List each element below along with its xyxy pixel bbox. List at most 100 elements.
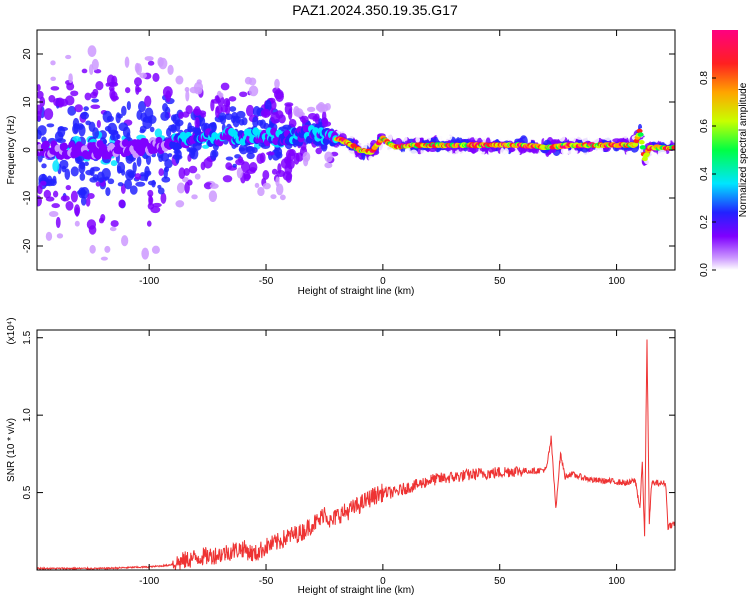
spectrogram-y-tick-label: -20 [22, 238, 33, 253]
spectrogram-ridge-cell [637, 132, 644, 137]
spectrogram-cell [96, 119, 101, 129]
spectrogram-cell [276, 169, 286, 178]
spectrogram-ridge-cell [638, 140, 645, 145]
spectrogram-cell [61, 165, 67, 173]
spectrogram-cell [178, 111, 184, 120]
spectrogram-cell [68, 73, 73, 84]
spectrogram-cell [262, 170, 270, 180]
spectrogram-cell [210, 99, 215, 112]
spectrogram-cell [368, 155, 374, 161]
spectrogram-cell [60, 195, 70, 202]
spectrogram-cell [238, 143, 249, 155]
spectrogram-cell [65, 184, 72, 191]
spectrogram-heatmap [37, 40, 675, 261]
spectrogram-cell [87, 193, 95, 199]
colorbar-ticks: 0.0 0.2 0.4 0.6 0.8 [699, 71, 716, 277]
spectrogram-cell [121, 235, 129, 247]
spectrogram-cell [43, 189, 52, 199]
spectrogram-cell [48, 95, 56, 103]
spectrogram-cell [341, 149, 350, 156]
spectrogram-cell [222, 175, 233, 183]
spectrogram-cell [167, 64, 174, 76]
spectrogram-cell [275, 176, 280, 187]
spectrogram-cell [91, 58, 99, 71]
spectrogram-cell [126, 100, 131, 111]
spectrogram-cell [40, 180, 47, 186]
spectrogram-cell [145, 153, 152, 166]
spectrogram-cell [125, 87, 131, 94]
spectrogram-cell [511, 154, 518, 160]
colorbar-tick-label: 0.0 [699, 263, 710, 277]
spectrogram-cell [87, 45, 97, 58]
spectrogram-cell [248, 85, 259, 97]
spectrogram-cell [135, 84, 140, 95]
spectrogram-ridge-cell [60, 142, 68, 151]
spectrogram-cell [321, 117, 328, 125]
spectrogram-cell [228, 96, 237, 102]
spectrogram-cell [282, 124, 292, 130]
spectrogram-cell [453, 153, 463, 158]
spectrogram-cell [128, 172, 135, 179]
spectrogram-ridge-cell [138, 146, 146, 155]
spectrogram-cell [79, 161, 86, 170]
spectrogram-cell [110, 220, 119, 227]
spectrogram-ridge-cell [632, 142, 639, 147]
spectrogram-ridge-cell [121, 139, 129, 148]
spectrogram-cell [50, 60, 56, 66]
spectrogram-cell [229, 106, 237, 112]
spectrogram-cell [136, 40, 143, 47]
spectrogram-cell [220, 82, 230, 91]
spectrogram-cell [317, 102, 326, 113]
spectrogram-cell [415, 136, 421, 143]
spectrogram-cell [41, 173, 46, 182]
spectrogram-cell [111, 75, 118, 87]
spectrogram-cell [92, 88, 99, 97]
spectrogram-cell [50, 86, 60, 91]
spectrogram-cell [324, 162, 333, 169]
spectrogram-x-tick-label: -100 [139, 276, 159, 287]
spectrogram-cell [44, 179, 55, 187]
spectrogram-cell [175, 200, 185, 208]
spectrogram-cell [83, 106, 89, 112]
spectrogram-cell [160, 192, 167, 204]
spectrogram-cell [548, 126, 557, 137]
spectrogram-cell [140, 172, 146, 177]
spectrogram-x-tick-label: 0 [380, 276, 386, 287]
spectrogram-cell [225, 99, 231, 107]
spectrogram-ridge-cell [194, 128, 202, 137]
spectrogram-cell [134, 77, 142, 87]
spectrogram-cell [251, 147, 258, 154]
spectrogram-y-tick-label: -10 [22, 190, 33, 205]
spectrogram-cell [139, 125, 147, 133]
snr-x-ticks: -100 -50 0 50 100 [139, 330, 625, 587]
spectrogram-cell [70, 190, 78, 203]
spectrogram-cell [629, 150, 640, 160]
spectrogram-cell [174, 119, 184, 127]
spectrogram-cell [161, 176, 171, 183]
spectrogram-cell [252, 116, 259, 128]
spectrogram-cell [655, 133, 661, 139]
figure-title: PAZ1.2024.350.19.35.G17 [292, 2, 458, 18]
spectrogram-cell [160, 111, 170, 121]
colorbar-tick-label: 0.2 [699, 215, 710, 229]
spectrogram-cell [96, 171, 105, 183]
spectrogram-ridge-cell [636, 128, 643, 134]
spectrogram-cell [218, 92, 224, 98]
spectrogram-cell [413, 131, 419, 138]
spectrogram-ridge-cell [633, 138, 640, 144]
spectrogram-cell [80, 196, 87, 206]
spectrogram-cell [43, 108, 54, 121]
spectrogram-cell [151, 245, 160, 254]
spectrogram-cell [257, 186, 265, 197]
spectrogram-cell [52, 160, 60, 172]
colorbar-tick-label: 0.6 [699, 119, 710, 133]
spectrogram-cell [361, 140, 368, 151]
spectrogram-cell [95, 181, 101, 187]
spectrogram-cell [210, 149, 217, 161]
spectrogram-cell [555, 130, 563, 140]
snr-y-tick-label: 0.5 [22, 485, 33, 499]
spectrogram-cell [106, 115, 114, 122]
snr-x-tick-label: -50 [259, 576, 274, 587]
spectrogram-cell [124, 56, 130, 68]
